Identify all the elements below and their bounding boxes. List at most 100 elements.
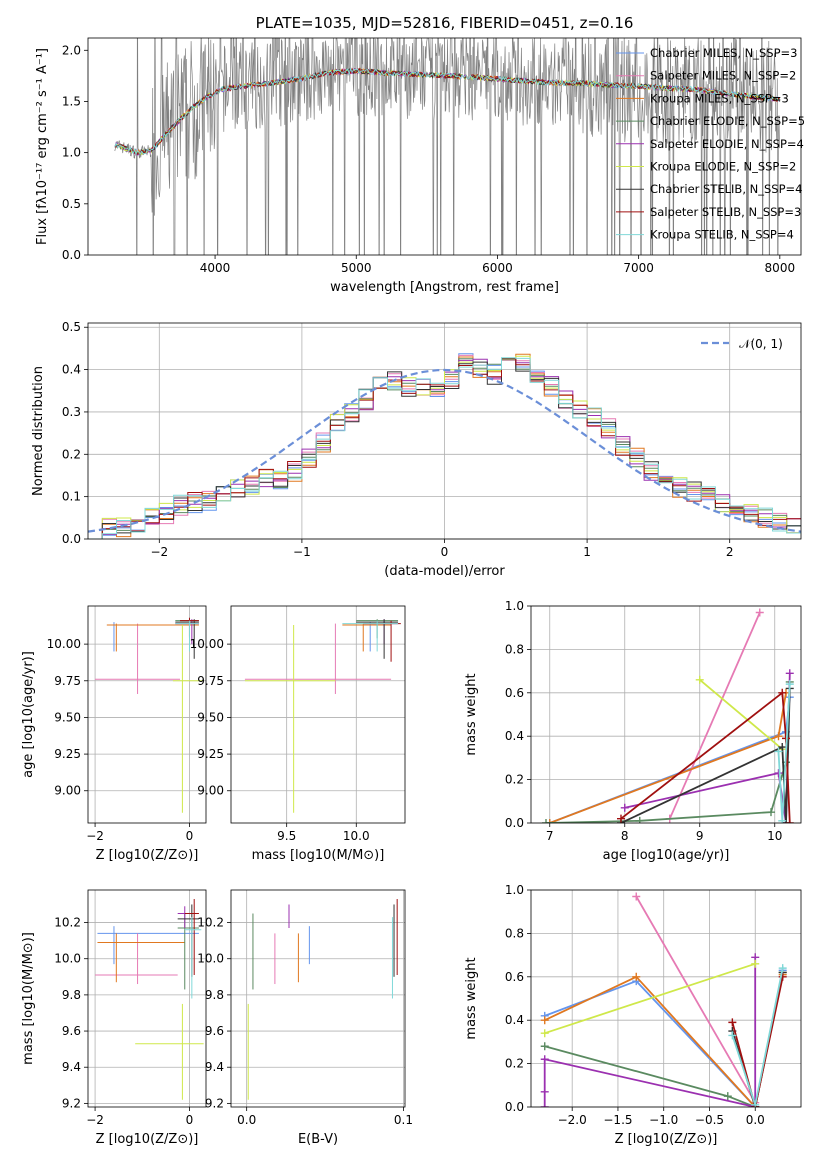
y-axis-label: Normed distribution bbox=[31, 366, 46, 496]
y-tick-label: 0.4 bbox=[62, 363, 81, 377]
y-tick-label: 0.6 bbox=[505, 970, 524, 984]
panel-residuals: −2 −1 0 1 2 0.0 0.1 0.2 0.3 0.4 0.5 (data-model)/er… bbox=[31, 320, 802, 579]
weight-line-salpeter_elodie bbox=[543, 957, 757, 1107]
y-tick-label: 0.0 bbox=[62, 532, 81, 546]
legend-label: Salpeter STELIB, N_SSP=3 bbox=[650, 205, 801, 219]
x-tick-label: 0 bbox=[186, 1113, 194, 1127]
y-tick-label: 1.0 bbox=[505, 599, 524, 613]
y-tick-label: 9.6 bbox=[62, 1024, 81, 1038]
x-tick-label: 2 bbox=[726, 545, 734, 559]
x-tick-label: 0 bbox=[186, 829, 194, 843]
y-tick-label: 9.00 bbox=[54, 784, 81, 798]
weight-marker-kroupa_miles bbox=[774, 732, 783, 741]
y-axis-label: age [log10(age/yr)] bbox=[21, 651, 36, 778]
weight-marker-kroupa_stelib bbox=[785, 680, 794, 689]
y-tick-label: 9.50 bbox=[197, 710, 224, 724]
weight-line-salpeter_miles bbox=[668, 612, 761, 820]
y-tick-label: 0.1 bbox=[62, 490, 81, 504]
x-tick-label: 4000 bbox=[200, 261, 231, 275]
weight-line-kroupa_miles bbox=[549, 692, 787, 823]
y-tick-label: 0.2 bbox=[505, 773, 524, 787]
axes-frame bbox=[87, 37, 802, 256]
plot-area bbox=[247, 899, 398, 1100]
y-tick-label: 10.0 bbox=[197, 952, 224, 966]
y-tick-label: 10.0 bbox=[54, 952, 81, 966]
weight-line-kroupa_stelib bbox=[731, 967, 784, 1107]
weight-marker-kroupa_stelib bbox=[778, 816, 787, 823]
x-tick-label: −2 bbox=[150, 545, 168, 559]
legend-label: Chabrier ELODIE, N_SSP=5 bbox=[650, 114, 805, 128]
x-axis-label: E(B-V) bbox=[298, 1132, 338, 1147]
legend-label: Kroupa ELODIE, N_SSP=2 bbox=[650, 160, 796, 174]
y-tick-label: 0.3 bbox=[62, 405, 81, 419]
x-tick-label: 8 bbox=[621, 829, 629, 843]
y-tick-label: 0.2 bbox=[505, 1057, 524, 1071]
x-tick-label: −2.0 bbox=[558, 1113, 587, 1127]
legend-label: Salpeter ELODIE, N_SSP=4 bbox=[650, 137, 804, 151]
weight-marker-kroupa_miles bbox=[632, 972, 641, 981]
y-tick-label: 9.75 bbox=[54, 674, 81, 688]
weight-marker-salpeter_elodie bbox=[774, 769, 783, 778]
axes-frame bbox=[230, 889, 406, 1108]
plot-area bbox=[95, 899, 204, 1100]
x-axis-label: Z [log10(Z/Z⊙)] bbox=[96, 1132, 199, 1147]
y-tick-label: 0.4 bbox=[505, 729, 524, 743]
x-tick-label: 10.0 bbox=[343, 829, 370, 843]
y-tick-label: 0.0 bbox=[505, 816, 524, 830]
x-tick-label: 1 bbox=[583, 545, 591, 559]
gaussian-curve bbox=[88, 368, 801, 533]
histogram-salpeter_stelib bbox=[88, 357, 801, 539]
weight-marker-chabrier_elodie bbox=[635, 816, 644, 823]
x-tick-label: −1.5 bbox=[603, 1113, 632, 1127]
weight-marker-salpeter_stelib bbox=[785, 819, 794, 823]
x-axis-label: (data-model)/error bbox=[384, 564, 505, 579]
weight-line-salpeter_elodie bbox=[624, 673, 791, 823]
weight-marker-kroupa_stelib bbox=[778, 964, 787, 973]
y-tick-label: 10.00 bbox=[47, 637, 81, 651]
y-tick-label: 0.8 bbox=[505, 642, 524, 656]
weight-marker-kroupa_elodie bbox=[540, 1029, 549, 1038]
plot-area bbox=[95, 617, 204, 813]
y-tick-label: 9.4 bbox=[62, 1060, 81, 1074]
panel-age_vs_Z: −2 0 9.00 9.25 9.50 9.75 10.00 Z [log10(Z/Z⊙)] a… bbox=[21, 605, 207, 863]
y-tick-label: 10.00 bbox=[190, 637, 224, 651]
weight-marker-salpeter_stelib bbox=[728, 1018, 737, 1027]
x-axis-label: Z [log10(Z/Z⊙)] bbox=[96, 848, 199, 863]
weight-line-salpeter_stelib bbox=[731, 976, 784, 1107]
y-tick-label: 9.8 bbox=[205, 988, 224, 1002]
axes-frame bbox=[87, 889, 207, 1108]
axes-frame bbox=[530, 605, 802, 824]
x-tick-label: 6000 bbox=[482, 261, 513, 275]
histogram-kroupa_elodie bbox=[88, 355, 801, 539]
weight-marker-kroupa_miles bbox=[545, 819, 554, 823]
weight-marker-chabrier_elodie bbox=[723, 1092, 732, 1101]
y-tick-label: 9.2 bbox=[62, 1096, 81, 1110]
x-tick-label: −1 bbox=[293, 545, 311, 559]
weight-line-salpeter_stelib bbox=[620, 691, 791, 823]
weight-marker-chabrier_elodie bbox=[767, 808, 775, 817]
x-tick-label: 0 bbox=[441, 545, 449, 559]
weight-marker-salpeter_elodie bbox=[540, 1103, 549, 1107]
weight-marker-salpeter_elodie bbox=[540, 1055, 549, 1064]
x-tick-label: −2 bbox=[86, 829, 104, 843]
histogram-kroupa_stelib bbox=[88, 357, 801, 539]
y-tick-label: 0.2 bbox=[62, 447, 81, 461]
x-tick-label: 8000 bbox=[765, 261, 796, 275]
plot-area bbox=[244, 619, 401, 813]
weight-marker-salpeter_miles bbox=[632, 892, 641, 901]
plot-area bbox=[88, 353, 801, 539]
y-tick-label: 9.00 bbox=[197, 784, 224, 798]
weight-marker-kroupa_elodie bbox=[751, 959, 760, 968]
plot-area bbox=[542, 608, 794, 823]
x-axis-label: age [log10(age/yr)] bbox=[603, 848, 730, 863]
y-axis-label: mass weight bbox=[464, 673, 479, 755]
panel-age_vs_mass: 9.5 10.0 9.00 9.25 9.50 9.75 10.00 mass [log10(… bbox=[190, 605, 406, 863]
y-tick-label: 1.0 bbox=[62, 146, 81, 160]
axes-frame bbox=[87, 322, 802, 540]
y-tick-label: 9.25 bbox=[197, 747, 224, 761]
x-axis-label: wavelength [Angstrom, rest frame] bbox=[330, 280, 559, 295]
axes-frame bbox=[87, 605, 207, 824]
y-axis-label: mass [log10(M/M⊙)] bbox=[21, 932, 36, 1065]
y-tick-label: 0.0 bbox=[505, 1100, 524, 1114]
y-tick-label: 0.8 bbox=[505, 926, 524, 940]
